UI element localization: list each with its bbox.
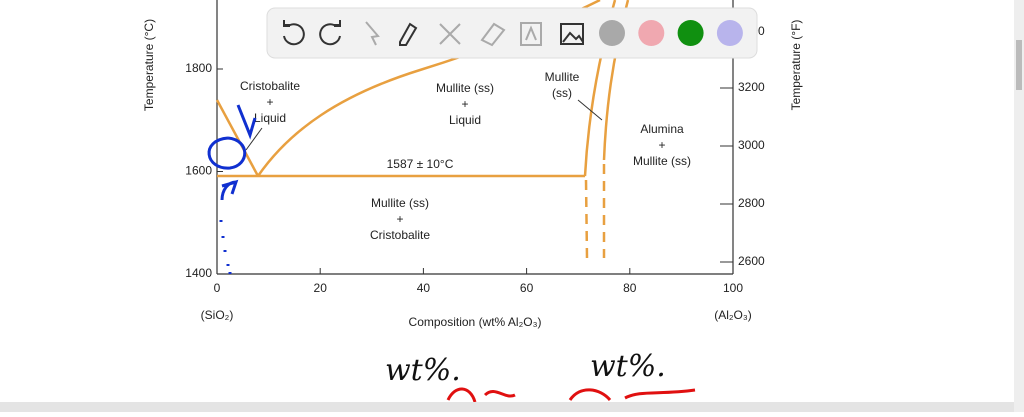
- region-label: +: [461, 97, 468, 111]
- handwriting: wt%.: [385, 353, 461, 388]
- region-label: Mullite (ss): [436, 81, 494, 95]
- tool-tools[interactable]: [439, 23, 461, 45]
- y-tick-label: 1600: [185, 164, 212, 178]
- y2-tick-label: 2600: [738, 254, 765, 268]
- x-end-label: (Al₂O₃): [714, 308, 752, 322]
- handwriting: wt%.: [590, 349, 666, 384]
- region-labels: Cristobalite + Liquid Mullite (ss) + Liquid Mu…: [240, 70, 691, 242]
- ink-scribble: [446, 387, 696, 403]
- region-label: Cristobalite: [240, 79, 300, 93]
- annotations: wt%. wt%.: [207, 104, 696, 403]
- region-label: +: [396, 212, 403, 226]
- y2-tick-label: 3200: [738, 80, 765, 94]
- ink-arrow: [220, 104, 257, 201]
- tool-text[interactable]: [520, 22, 542, 46]
- eutectic-label: 1587 ± 10°C: [387, 157, 454, 171]
- region-label: Mullite: [545, 70, 580, 84]
- y2-axis-title: Temperature (°F): [789, 20, 803, 111]
- x-end-label: (SiO₂): [201, 308, 234, 322]
- region-label: Alumina: [640, 122, 684, 136]
- scrollbar-h[interactable]: [0, 402, 1014, 412]
- region-label: (ss): [552, 86, 572, 100]
- tool-select[interactable]: [365, 21, 380, 46]
- x-tick-label: 80: [623, 281, 637, 295]
- color-swatch[interactable]: [638, 20, 665, 46]
- leader-line: [245, 99, 603, 151]
- region-label: Liquid: [449, 113, 481, 127]
- ink-circle: [207, 136, 247, 170]
- scrollbar-v[interactable]: [1014, 0, 1024, 412]
- color-swatch[interactable]: [599, 20, 625, 46]
- ticks: 0 20 40 60 80 100 1400 1600 1800 2600 2800 3000 3200…: [185, 24, 765, 295]
- y2-tick-label: 3000: [738, 138, 765, 152]
- color-swatch[interactable]: [677, 20, 704, 46]
- region-label: Mullite (ss): [371, 196, 429, 210]
- phase-diagram: 1587 ± 10°C Temperature (°C) Temperature…: [142, 0, 803, 329]
- toolbar: [266, 7, 758, 59]
- x-tick-label: 0: [214, 281, 221, 295]
- region-label: Liquid: [254, 111, 286, 125]
- tool-eraser[interactable]: [480, 22, 506, 47]
- tool-undo[interactable]: [283, 20, 305, 46]
- toolbar-bg: [266, 7, 758, 59]
- y2-tick-label: 2800: [738, 196, 765, 210]
- region-label: Cristobalite: [370, 228, 430, 242]
- y-tick-label: 1400: [185, 266, 212, 280]
- tool-pen[interactable]: [399, 22, 418, 46]
- x-tick-label: 100: [723, 281, 743, 295]
- color-swatch[interactable]: [716, 20, 743, 46]
- x-tick-label: 40: [417, 281, 431, 295]
- region-label: +: [658, 138, 665, 152]
- y-tick-label: 1800: [185, 61, 212, 75]
- ink-dots: [219, 220, 232, 274]
- tool-group: [283, 20, 743, 47]
- x-tick-label: 60: [520, 281, 534, 295]
- tool-image[interactable]: [560, 23, 584, 45]
- x-tick-label: 20: [314, 281, 328, 295]
- phase-boundary-dashed: [584, 164, 606, 259]
- tool-redo[interactable]: [319, 20, 341, 46]
- scroll-thumb[interactable]: [1016, 40, 1022, 90]
- region-label: +: [266, 95, 273, 109]
- region-label: Mullite (ss): [633, 154, 691, 168]
- x-axis-title: Composition (wt% Al₂O₃): [409, 315, 542, 329]
- phase-boundary: [215, 0, 630, 178]
- y-axis-title: Temperature (°C): [142, 19, 156, 111]
